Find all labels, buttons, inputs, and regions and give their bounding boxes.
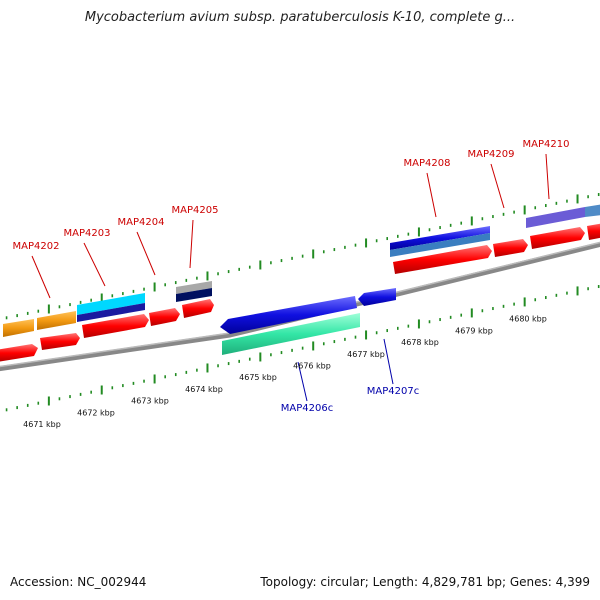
genome-summary: Topology: circular; Length: 4,829,781 bp… [260,575,590,589]
gene-label-map4209[interactable]: MAP4209 [468,149,515,160]
cds-forward[interactable] [493,239,528,257]
cds-forward[interactable] [149,308,180,326]
feature-block[interactable] [77,293,145,315]
gene-label-leader [426,172,437,218]
gene-label-map4203[interactable]: MAP4203 [64,228,111,239]
scale-label: 4671 kbp [23,420,61,429]
gene-label-leader [297,361,308,402]
cds-forward[interactable] [393,245,492,274]
scale-label: 4676 kbp [293,362,331,371]
forward-cds-track [0,222,600,362]
accession-label: Accession: NC_002944 [10,575,147,589]
feature-block[interactable] [585,203,600,217]
feature-block[interactable] [37,311,76,330]
gene-label-leader [383,338,394,385]
scale-labels: 4671 kbp 4672 kbp 4673 kbp 4674 kbp 4675 kbp… [23,315,547,429]
genome-backbone [0,241,600,372]
cds-reverse[interactable] [220,296,357,334]
gene-label-leader [490,163,505,209]
feature-block[interactable] [176,281,212,294]
scale-label: 4672 kbp [77,408,115,417]
scale-label: 4680 kbp [509,315,547,324]
gene-label-leader [83,242,106,287]
lower-scale-ticks [5,285,600,412]
scale-label: 4677 kbp [347,350,385,359]
scale-label: 4675 kbp [239,373,277,382]
genome-title: Mycobacterium avium subsp. paratuberculo… [84,10,516,25]
cds-forward[interactable] [40,333,80,350]
gene-label-leader [136,231,156,276]
cds-forward[interactable] [587,222,600,240]
cds-reverse[interactable] [358,288,396,306]
gene-label-map4207c[interactable]: MAP4207c [367,386,419,397]
feature-block[interactable] [3,319,34,337]
cds-forward[interactable] [0,344,38,362]
gene-label-map4208[interactable]: MAP4208 [404,158,451,169]
scale-label: 4679 kbp [455,326,493,335]
gene-label-leader [31,255,51,299]
feature-block[interactable] [390,233,490,257]
gene-label-map4205[interactable]: MAP4205 [172,205,219,216]
upper-feature-track [3,203,600,337]
cds-forward[interactable] [82,314,149,338]
scale-label: 4673 kbp [131,397,169,406]
scale-label: 4678 kbp [401,338,439,347]
gene-label-leader [189,219,194,269]
cds-forward[interactable] [182,299,214,318]
feature-reverse[interactable] [222,313,360,355]
scale-label: 4674 kbp [185,385,223,394]
forward-gene-labels: MAP4202 MAP4203 MAP4204 MAP4205 MAP4208 MAP42… [13,139,570,299]
feature-block[interactable] [77,303,145,322]
gene-label-map4206c[interactable]: MAP4206c [281,403,333,414]
gene-label-map4210[interactable]: MAP4210 [523,139,570,150]
feature-block[interactable] [390,226,490,250]
cds-forward[interactable] [530,227,585,249]
gene-label-map4202[interactable]: MAP4202 [13,241,60,252]
gene-label-map4204[interactable]: MAP4204 [118,217,165,228]
feature-block[interactable] [526,207,585,228]
reverse-gene-labels: MAP4206c MAP4207c [281,338,419,414]
reverse-cds-track [220,288,396,355]
gene-label-leader [545,153,550,200]
feature-block[interactable] [176,288,212,302]
